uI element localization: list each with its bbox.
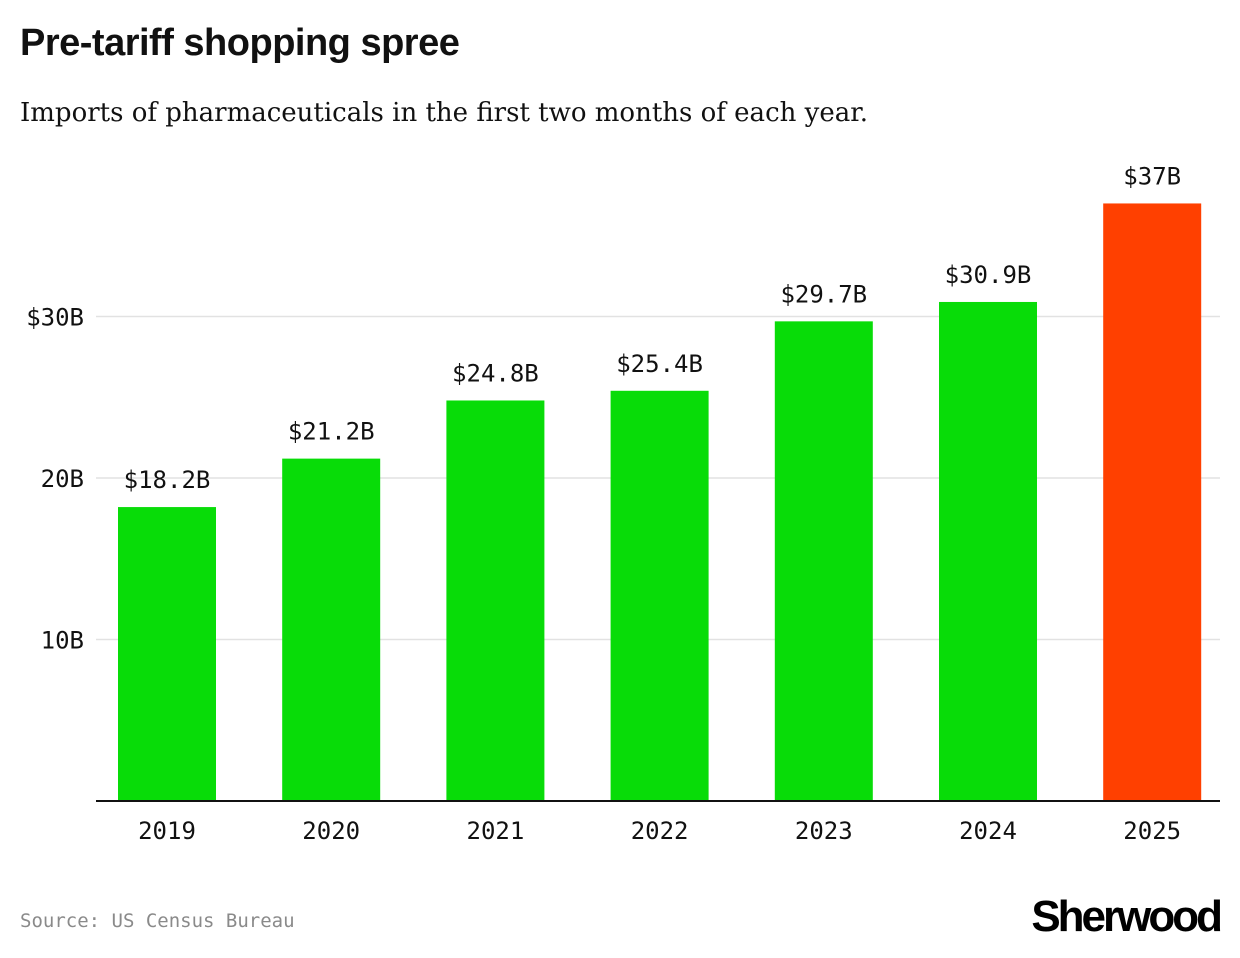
bar-2019: [118, 507, 216, 801]
value-label-2020: $21.2B: [288, 418, 375, 446]
x-tick-label-2019: 2019: [138, 817, 196, 845]
bar-2020: [282, 458, 381, 801]
bar-2022: [610, 390, 709, 801]
x-tick-label-2025: 2025: [1123, 817, 1181, 845]
y-tick-label: $30B: [26, 304, 84, 332]
bar-2024: [939, 301, 1037, 801]
value-label-2022: $25.4B: [616, 350, 703, 378]
x-axis-ticks: 2019 2020 2021 2022 2023 2024 2025: [138, 817, 1181, 845]
value-label-2025: $37B: [1123, 162, 1181, 190]
bar-2021: [446, 400, 545, 801]
y-tick-label: 20B: [41, 465, 84, 493]
value-label-2023: $29.7B: [780, 280, 867, 308]
x-tick-label-2020: 2020: [302, 817, 360, 845]
x-tick-label-2022: 2022: [631, 817, 689, 845]
chart-subtitle: Imports of pharmaceuticals in the first …: [20, 98, 869, 128]
bars: [118, 203, 1202, 801]
value-label-2021: $24.8B: [452, 359, 539, 387]
source-note: Source: US Census Bureau: [20, 910, 295, 932]
sherwood-logo: Sherwood: [1031, 892, 1223, 941]
bar-chart: 10B 20B $30B $18.2B $21.2B $24.8B $25.4B $29.7…: [26, 162, 1220, 845]
bar-2025: [1103, 203, 1202, 801]
bar-2023: [774, 321, 873, 801]
y-tick-label: 10B: [41, 627, 84, 655]
x-tick-label-2023: 2023: [795, 817, 853, 845]
value-labels: $18.2B $21.2B $24.8B $25.4B $29.7B $30.9B $37B: [124, 162, 1181, 494]
x-tick-label-2021: 2021: [467, 817, 525, 845]
value-label-2019: $18.2B: [124, 466, 211, 494]
chart-title: Pre-tariff shopping spree: [20, 22, 460, 64]
x-tick-label-2024: 2024: [959, 817, 1017, 845]
value-label-2024: $30.9B: [945, 261, 1032, 289]
y-axis-ticks: 10B 20B $30B: [26, 304, 84, 655]
